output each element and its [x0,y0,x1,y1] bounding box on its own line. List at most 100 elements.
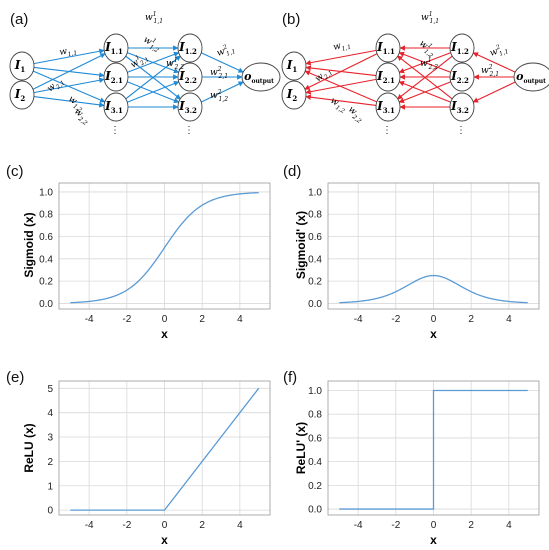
input-node [281,51,307,81]
hidden-node-label: I1.2 [178,40,197,56]
y-tick-label: 2 [47,457,53,468]
panel-label: (d) [283,163,301,180]
connection-edge [33,48,105,65]
hidden-node-label: I3.1 [376,99,395,115]
y-tick-label: 0.2 [308,481,322,492]
ellipsis: ⋮ [382,125,392,136]
ellipsis: ⋮ [184,125,194,136]
weight-label: w11,2 [416,37,439,60]
hidden-node-label: I3.1 [104,99,123,115]
connection-edge [396,55,453,100]
weight-text: w12,1 [128,50,151,72]
hidden-node-label: I1.1 [376,40,395,56]
x-tick-label: 0 [162,314,168,325]
y-tick-label: 1 [47,481,53,492]
x-tick-label: 2 [199,520,205,531]
x-tick-label: 2 [468,520,474,531]
panel-label: (b) [282,11,300,28]
weight-label: w21,1 [215,41,237,60]
output-node [513,62,549,92]
weight-label: w2 2,1 [210,66,228,80]
y-axis-title: ReLU (x) [22,423,36,472]
input-node-label: I1 [14,58,26,74]
y-tick-label: 0.8 [308,210,322,221]
y-axis-title: ReLU' (x) [294,422,308,474]
hidden-node [449,33,475,63]
weight-text: w21,1 [215,41,237,60]
weight-text: w11,2 [141,33,164,54]
connection-edge [125,55,182,100]
plot-frame [327,182,540,310]
x-tick-label: 4 [506,314,512,325]
weight-text: w2 2,1 [481,64,499,78]
series-line [339,389,528,510]
weight-text: w2,1 [46,76,67,96]
weight-label: w12,1 [128,50,151,72]
weight-text: w1,1 [59,45,78,60]
x-axis-title: x [161,327,168,341]
weight-label: w11,2 [141,33,164,55]
x-tick-label: 0 [162,520,168,531]
connection-edge [472,81,516,103]
x-axis-title: x [161,533,168,547]
weight-text: w1,1 [332,39,352,55]
input-node-label: I1 [286,58,298,74]
x-tick-label: -2 [391,314,400,325]
x-tick-label: -4 [354,314,363,325]
weight-label: w2 2,1 [481,64,499,78]
hidden-node [103,92,129,122]
connection-edge [126,81,180,103]
y-axis-title: Sigmoid (x) [22,212,36,277]
weight-text: w2 2,1 [210,66,228,80]
x-tick-label: -4 [85,314,94,325]
y-tick-label: 3 [47,433,53,444]
weight-label: w2,1 [46,76,67,96]
panel-label: (f) [283,369,297,386]
chart-sigmoid: (c) -4 -2 0 2 4 0.0 0.2 0.4 0.6 0.8 1.0 x Sigmoid (x) [6,163,271,341]
y-tick-label: 5 [47,384,53,395]
weight-label: w21,1 [489,44,510,59]
connection-edge [33,77,105,94]
ellipsis: ⋮ [110,125,120,136]
connection-edge [398,52,452,74]
connection-edge [33,96,105,108]
network-forward: (a) I1 I2 I1.1 I2.1 I3.1 I1.2 I2.2 I3.2 ooutput ⋮ ⋮… [9,11,281,136]
hidden-node [103,62,129,92]
y-tick-label: 4 [47,408,53,419]
hidden-node [375,92,401,122]
plot-frame [58,182,271,310]
y-tick-label: 0.4 [308,457,322,468]
weight-text: w1,2 [328,96,349,115]
weight-label: w1 2,2 [166,57,184,71]
panel-label: (e) [6,369,24,386]
x-tick-label: 4 [506,520,512,531]
network-backward: (b) I1 I2 I1.1 I2.1 I3.1 I1.2 I2.2 I3.2 ooutput ⋮ ⋮… [281,11,549,136]
input-node [9,80,35,110]
hidden-node [177,62,203,92]
weight-label: w1,1 [332,39,352,55]
hidden-node [177,33,203,63]
hidden-node [103,33,129,63]
chart-relu_derivative: (f) -4 -2 0 2 4 0.0 0.2 0.4 0.6 0.8 1.0 x ReLU' (x) [283,369,540,547]
y-tick-label: 1.0 [308,386,322,397]
hidden-node-label: I2.2 [178,69,197,85]
y-tick-label: 0.0 [308,505,322,516]
plot-frame [58,380,271,516]
y-tick-label: 0.4 [39,254,53,265]
series-line [70,387,260,511]
hidden-node-label: I3.2 [178,99,197,115]
output-node-label: ooutput [244,70,274,85]
panel-label: (a) [10,11,28,28]
weight-label: w1 2,2 [420,57,438,71]
chart-sigmoid_derivative: (d) -4 -2 0 2 4 0.0 0.2 0.4 0.6 0.8 1.0 x Sigmoid' (x… [283,163,540,341]
y-tick-label: 0 [47,506,53,517]
weight-text: w1 1,1 [421,11,439,25]
weight-text: w11,2 [416,37,439,59]
series-line [70,192,259,304]
weight-label: w1,2 [328,96,349,115]
ellipsis: ⋮ [456,125,466,136]
weight-text: w1 1,1 [145,11,163,25]
chart-relu: (e) -4 -2 0 2 4 0 1 2 3 4 5 x ReLU (x) [6,369,271,547]
weight-text: w1 2,2 [166,57,184,71]
weight-label: w2 1,2 [210,89,228,103]
